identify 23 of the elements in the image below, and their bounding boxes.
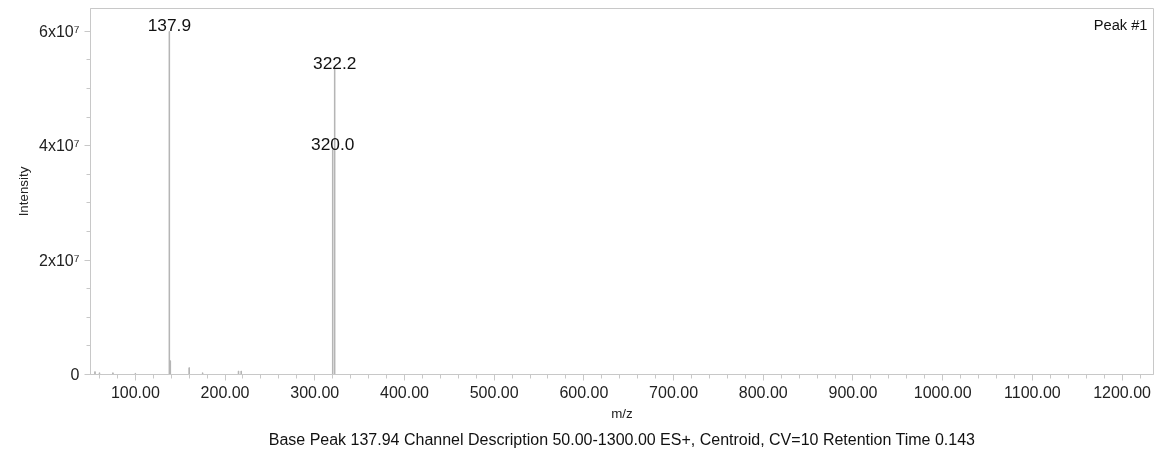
annotation: 320.0	[311, 133, 355, 154]
x-tick-label: 200.00	[200, 383, 250, 401]
y-tick-label: 6x10⁷	[39, 22, 80, 40]
x-tick-label: 700.00	[649, 383, 699, 401]
x-tick-label: 600.00	[559, 383, 609, 401]
annotation: 322.2	[312, 53, 357, 74]
y-axis-title: Intensity	[16, 166, 32, 217]
x-tick-label: 100.00	[110, 383, 160, 401]
y-tick-label: 2x10⁷	[39, 251, 80, 269]
x-tick-label: 1200.00	[1093, 383, 1152, 401]
x-tick-label: 400.00	[380, 383, 430, 401]
text: Base Peak 137.94 Channel Description 50.00-1300.00 ES+, Centroid, CV=10 Retention Time 0.143	[268, 430, 976, 448]
x-tick-label: 900.00	[828, 383, 878, 401]
x-axis-title: m/z	[611, 405, 633, 421]
x-tick-label: 300.00	[290, 383, 340, 401]
x-tick-label: 1100.00	[1004, 383, 1061, 401]
x-tick-label: 800.00	[738, 383, 788, 401]
y-tick-label: 4x10⁷	[39, 137, 80, 155]
y-tick-label: 0	[70, 366, 80, 383]
annotation: Peak #1	[1093, 16, 1148, 33]
annotation: 137.9	[147, 15, 192, 36]
x-tick-label: 1000.00	[913, 383, 972, 401]
x-tick-label: 500.00	[469, 383, 519, 401]
